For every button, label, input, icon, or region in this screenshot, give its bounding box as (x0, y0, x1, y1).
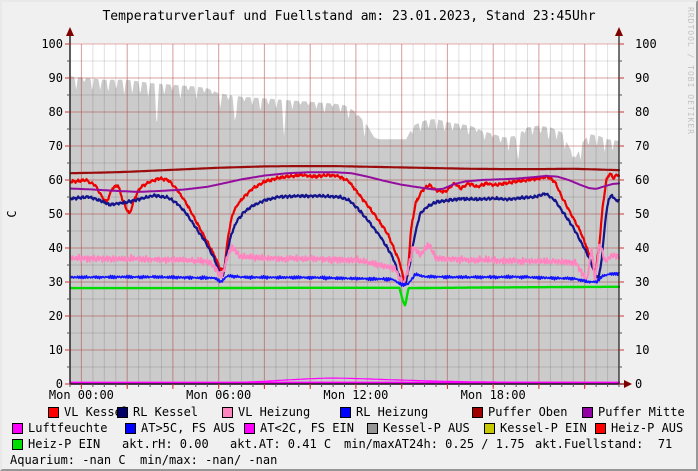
legend-swatch (48, 407, 59, 418)
legend-swatch (12, 439, 23, 450)
legend-row-3: Heiz-P EIN akt.rH: 0.00 akt.AT: 0.41 C min/… (2, 438, 696, 452)
legend-label: min/maxAT24h: 0.25 / 1.75 (344, 437, 525, 451)
legend-item-at-5c-fs-aus: AT>5C, FS AUS (125, 422, 235, 435)
y-tick-label-left: 70 (49, 139, 63, 153)
legend-item-puffer-oben: Puffer Oben (472, 406, 567, 419)
y-tick-label-left: 20 (49, 309, 63, 323)
legend-swatch (244, 423, 255, 434)
legend-swatch (222, 407, 233, 418)
area-fuellstand (70, 76, 619, 385)
y-tick-label-left: 30 (49, 275, 63, 289)
y-tick-label-right: 10 (635, 343, 649, 357)
legend-swatch (12, 423, 23, 434)
rrdtool-watermark: RRDTOOL / TOBI OETIKER (686, 7, 695, 135)
legend-swatch (125, 423, 136, 434)
legend-swatch (340, 407, 351, 418)
legend-item-akt-at-0-41-c: akt.AT: 0.41 C (230, 438, 331, 451)
legend-label: RL Heizung (356, 405, 429, 419)
legend-swatch (582, 407, 593, 418)
legend-label: Puffer Oben (488, 405, 568, 419)
y-tick-label-left: 80 (49, 105, 63, 119)
y-tick-label-right: 40 (635, 241, 649, 255)
legend-item-min-maxat24h-0-25-1-75: min/maxAT24h: 0.25 / 1.75 (344, 438, 525, 451)
line-puffer-mitte (70, 171, 620, 193)
legend-item-kessel-p-ein: Kessel-P EIN (484, 422, 587, 435)
legend-label: AT<2C, FS EIN (260, 421, 354, 435)
legend-label: AT>5C, FS AUS (141, 421, 235, 435)
series-lines (70, 165, 620, 385)
legend-item-rl-kessel: RL Kessel (117, 406, 198, 419)
chart-title: Temperaturverlauf und Fuellstand am: 23.… (102, 9, 596, 24)
tick-marks (65, 43, 624, 389)
legend-label: VL Heizung (238, 405, 311, 419)
line-vl-heizung (70, 242, 620, 287)
legend-label: Luftfeuchte (28, 421, 108, 435)
y-tick-label-right: 70 (635, 139, 649, 153)
y-tick-label-right: 90 (635, 71, 649, 85)
legend-swatch (367, 423, 378, 434)
y-tick-label-right: 60 (635, 173, 649, 187)
y-tick-label-left: 10 (49, 343, 63, 357)
line-puffer-oben (70, 165, 620, 175)
legend-item-luftfeuchte: Luftfeuchte (12, 422, 107, 435)
legend-label: Heiz-P EIN (28, 437, 101, 451)
line-vl-kessel (70, 172, 620, 283)
legend-row-1: VL Kessel RL Kessel VL Heizung RL Heizung Pu… (2, 406, 696, 420)
line-aussentemperatur (70, 377, 620, 384)
y-tick-label-left: 60 (49, 173, 63, 187)
legend-label: Heiz-P AUS (611, 421, 684, 435)
legend-item-puffer-mitte: Puffer Mitte (582, 406, 685, 419)
line-heiz-p-ein (70, 285, 620, 307)
x-tick-label: Mon 00:00 (49, 388, 114, 402)
y-tick-label-left: 90 (49, 71, 63, 85)
legend-item-heiz-p-aus: Heiz-P AUS (595, 422, 683, 435)
x-tick-label: Mon 12:00 (323, 388, 388, 402)
legend-item-vl-heizung: VL Heizung (222, 406, 310, 419)
y-tick-label-right: 0 (635, 377, 642, 391)
legend-label: RL Kessel (133, 405, 199, 419)
legend-label: akt.rH: 0.00 (122, 437, 209, 451)
legend-item-heiz-p-ein: Heiz-P EIN (12, 438, 100, 451)
tick-labels: 0 0 10 10 20 20 30 30 40 40 50 50 60 60 70 70 80 80 90 90 10… (41, 37, 656, 402)
legend-label: Aquarium: -nan C min/max: -nan/ -nan (10, 453, 278, 467)
legend-item-rl-heizung: RL Heizung (340, 406, 428, 419)
line-rl-kessel (70, 192, 620, 287)
y-tick-label-left: 100 (41, 37, 63, 51)
y-tick-label-left: 40 (49, 241, 63, 255)
x-tick-label: Mon 06:00 (186, 388, 251, 402)
y-tick-label-left: 0 (56, 377, 63, 391)
legend-swatch (472, 407, 483, 418)
legend-swatch (117, 407, 128, 418)
line-rl-heizung (70, 271, 620, 287)
legend-swatch (595, 423, 606, 434)
legend-row-4: Aquarium: -nan C min/max: -nan/ -nan (2, 454, 696, 468)
legend-label: akt.AT: 0.41 C (230, 437, 332, 451)
legend-item-kessel-p-aus: Kessel-P AUS (367, 422, 470, 435)
y-tick-label-right: 80 (635, 105, 649, 119)
legend-label: Kessel-P AUS (383, 421, 470, 435)
legend-item-aquarium-nan-c-min-max-nan-nan: Aquarium: -nan C min/max: -nan/ -nan (10, 454, 277, 467)
legend-item-akt-rh-0-00: akt.rH: 0.00 (122, 438, 209, 451)
fill-level-area (70, 76, 619, 385)
legend-row-2: Luftfeuchte AT>5C, FS AUS AT<2C, FS EIN Kes… (2, 422, 696, 436)
grid-major (70, 43, 619, 384)
x-tick-label: Mon 18:00 (461, 388, 526, 402)
y-tick-label-right: 30 (635, 275, 649, 289)
legend-item-at-2c-fs-ein: AT<2C, FS EIN (244, 422, 354, 435)
axes (66, 27, 632, 388)
legend-label: akt.Fuellstand: 71 (535, 437, 673, 451)
y-tick-label-left: 50 (49, 207, 63, 221)
legend-label: Kessel-P EIN (500, 421, 587, 435)
y-tick-label-right: 100 (635, 37, 657, 51)
legend-item-akt-fuellstand-71: akt.Fuellstand: 71 (535, 438, 672, 451)
legend-label: Puffer Mitte (598, 405, 685, 419)
legend-swatch (484, 423, 495, 434)
y-tick-label-right: 20 (635, 309, 649, 323)
y-axis-label: C (5, 210, 19, 217)
y-tick-label-right: 50 (635, 207, 649, 221)
